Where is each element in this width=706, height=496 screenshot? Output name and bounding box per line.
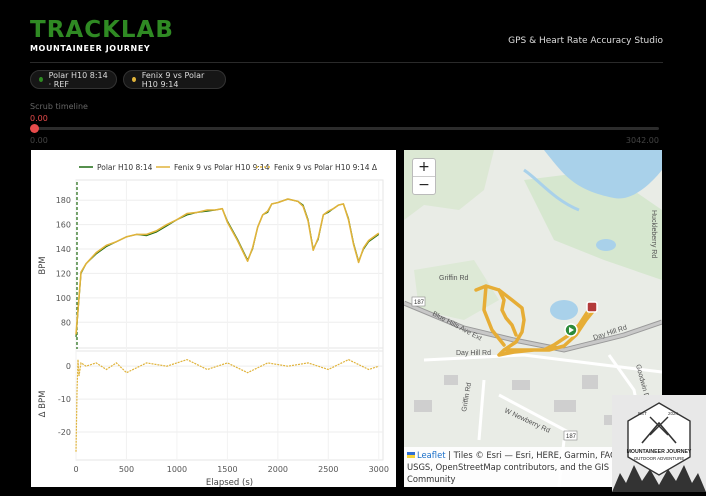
route-shield-label: 187 xyxy=(566,434,577,440)
badge-line1: MOUNTAINEER JOURNEY xyxy=(627,449,692,455)
legend-label: Fenix 9 vs Polar H10 9:14 Δ xyxy=(274,163,378,172)
badge-est: EST xyxy=(638,411,647,416)
legend-label: Fenix 9 vs Polar H10 9:14 xyxy=(174,163,270,172)
y-tick-label: 0 xyxy=(66,362,71,371)
map-highway xyxy=(404,301,662,352)
flag-icon xyxy=(407,452,415,458)
map-river xyxy=(544,150,662,199)
x-tick-label: 0 xyxy=(73,465,78,474)
heart-rate-chart: Polar H10 8:14 Fenix 9 vs Polar H10 9:14 F… xyxy=(38,163,389,488)
y-axis-label: BPM xyxy=(38,256,48,274)
scrub-max: 3042.00 xyxy=(625,136,659,145)
map-canvas[interactable]: Griffin Rd Blue Hills Ave Ext Day Hill R… xyxy=(404,150,662,487)
forest-icon xyxy=(612,465,706,492)
legend-label: Polar H10 8:14 xyxy=(97,163,153,172)
y-tick-label: 160 xyxy=(56,221,71,230)
y-tick-label: 120 xyxy=(56,269,71,278)
attribution-text: | Tiles © Esri — Esri, HERE, Garmin, FAO… xyxy=(407,450,649,484)
header-divider xyxy=(30,62,663,63)
map-pond xyxy=(550,300,578,320)
badge-hexagon-icon xyxy=(627,402,691,476)
route-shield-label: 187 xyxy=(414,300,425,306)
x-tick-label: 2500 xyxy=(318,465,338,474)
map-road xyxy=(498,393,575,437)
mountain-icon xyxy=(641,421,677,444)
x-tick-label: 1500 xyxy=(217,465,237,474)
legend-item: Polar H10 8:14 xyxy=(79,163,153,172)
brand-badge-art: EST 2024 MOUNTAINEER JOURNEY OUTDOOR ADV… xyxy=(612,402,706,492)
scrub-value: 0.00 xyxy=(30,114,48,123)
map-road xyxy=(477,379,486,441)
delta-series-line xyxy=(75,358,379,452)
brand-badge: EST 2024 MOUNTAINEER JOURNEY OUTDOOR ADV… xyxy=(612,395,706,492)
device-chip-polar[interactable]: Polar H10 8:14 · REF xyxy=(30,70,117,89)
x-tick-label: 3000 xyxy=(369,465,389,474)
y-tick-label: -20 xyxy=(58,428,71,437)
scrub-track[interactable] xyxy=(34,127,659,130)
y-tick-label: -10 xyxy=(58,395,71,404)
crossed-axes-icon xyxy=(649,416,669,436)
road-label: Day Hill Rd xyxy=(456,350,491,357)
map-building xyxy=(512,380,530,390)
map-building xyxy=(444,375,458,385)
zoom-in-button[interactable]: + xyxy=(418,159,430,175)
map-building xyxy=(582,375,598,389)
x-tick-label: 2000 xyxy=(268,465,288,474)
zoom-out-button[interactable]: − xyxy=(418,177,430,193)
brand-logo: TRACKLAB MOUNTAINEER JOURNEY xyxy=(30,18,174,53)
x-tick-label: 500 xyxy=(119,465,134,474)
series-line xyxy=(75,198,380,335)
road-label: Huckleberry Rd xyxy=(650,210,657,258)
chip-label: Polar H10 8:14 · REF xyxy=(48,70,108,89)
badge-line2: OUTDOOR ADVENTURE xyxy=(634,456,685,461)
leaflet-link[interactable]: Leaflet xyxy=(417,450,446,460)
legend-item: Fenix 9 vs Polar H10 9:14 xyxy=(156,163,270,172)
badge-year: 2024 xyxy=(668,411,679,416)
brand-title: TRACKLAB xyxy=(30,17,174,43)
studio-title: GPS & Heart Rate Accuracy Studio xyxy=(508,36,663,46)
map-building xyxy=(414,400,432,412)
zoom-control: + − xyxy=(412,158,436,195)
scrub-min: 0.00 xyxy=(30,136,48,145)
road-label: Griffin Rd xyxy=(439,275,469,282)
x-tick-label: 1000 xyxy=(167,465,187,474)
map-pond xyxy=(596,239,616,251)
route-shield-icon xyxy=(411,296,426,307)
zoom-divider xyxy=(413,176,435,177)
map-building xyxy=(554,400,576,412)
y-tick-label: 140 xyxy=(56,245,71,254)
legend-item: Fenix 9 vs Polar H10 9:14 Δ xyxy=(256,163,378,172)
y-tick-label: 80 xyxy=(61,318,71,327)
map-road xyxy=(423,353,662,374)
y-tick-label: 100 xyxy=(56,294,71,303)
brand-subtitle: MOUNTAINEER JOURNEY xyxy=(30,44,151,53)
play-icon xyxy=(569,327,574,333)
map-woods-area xyxy=(414,260,499,320)
chip-label: Fenix 9 vs Polar H10 9:14 xyxy=(141,70,205,89)
x-axis-label: Elapsed (s) xyxy=(206,478,253,487)
status-dot-icon xyxy=(132,77,136,82)
heart-rate-chart-panel: Polar H10 8:14 Fenix 9 vs Polar H10 9:14 F… xyxy=(31,150,396,488)
y-tick-label: 180 xyxy=(56,196,71,205)
route-track xyxy=(474,284,596,357)
map-river xyxy=(523,168,580,212)
route-shield-icon xyxy=(563,430,578,441)
device-chip-fenix[interactable]: Fenix 9 vs Polar H10 9:14 xyxy=(123,70,226,89)
y-axis-label: Δ BPM xyxy=(38,391,48,418)
scrub-handle[interactable] xyxy=(30,124,39,133)
plot-frame xyxy=(75,347,384,461)
scrub-label: Scrub timeline xyxy=(30,102,88,111)
status-dot-icon xyxy=(39,77,43,82)
road-label: Griffin Rd xyxy=(461,382,473,412)
route-end-icon[interactable] xyxy=(586,301,598,313)
